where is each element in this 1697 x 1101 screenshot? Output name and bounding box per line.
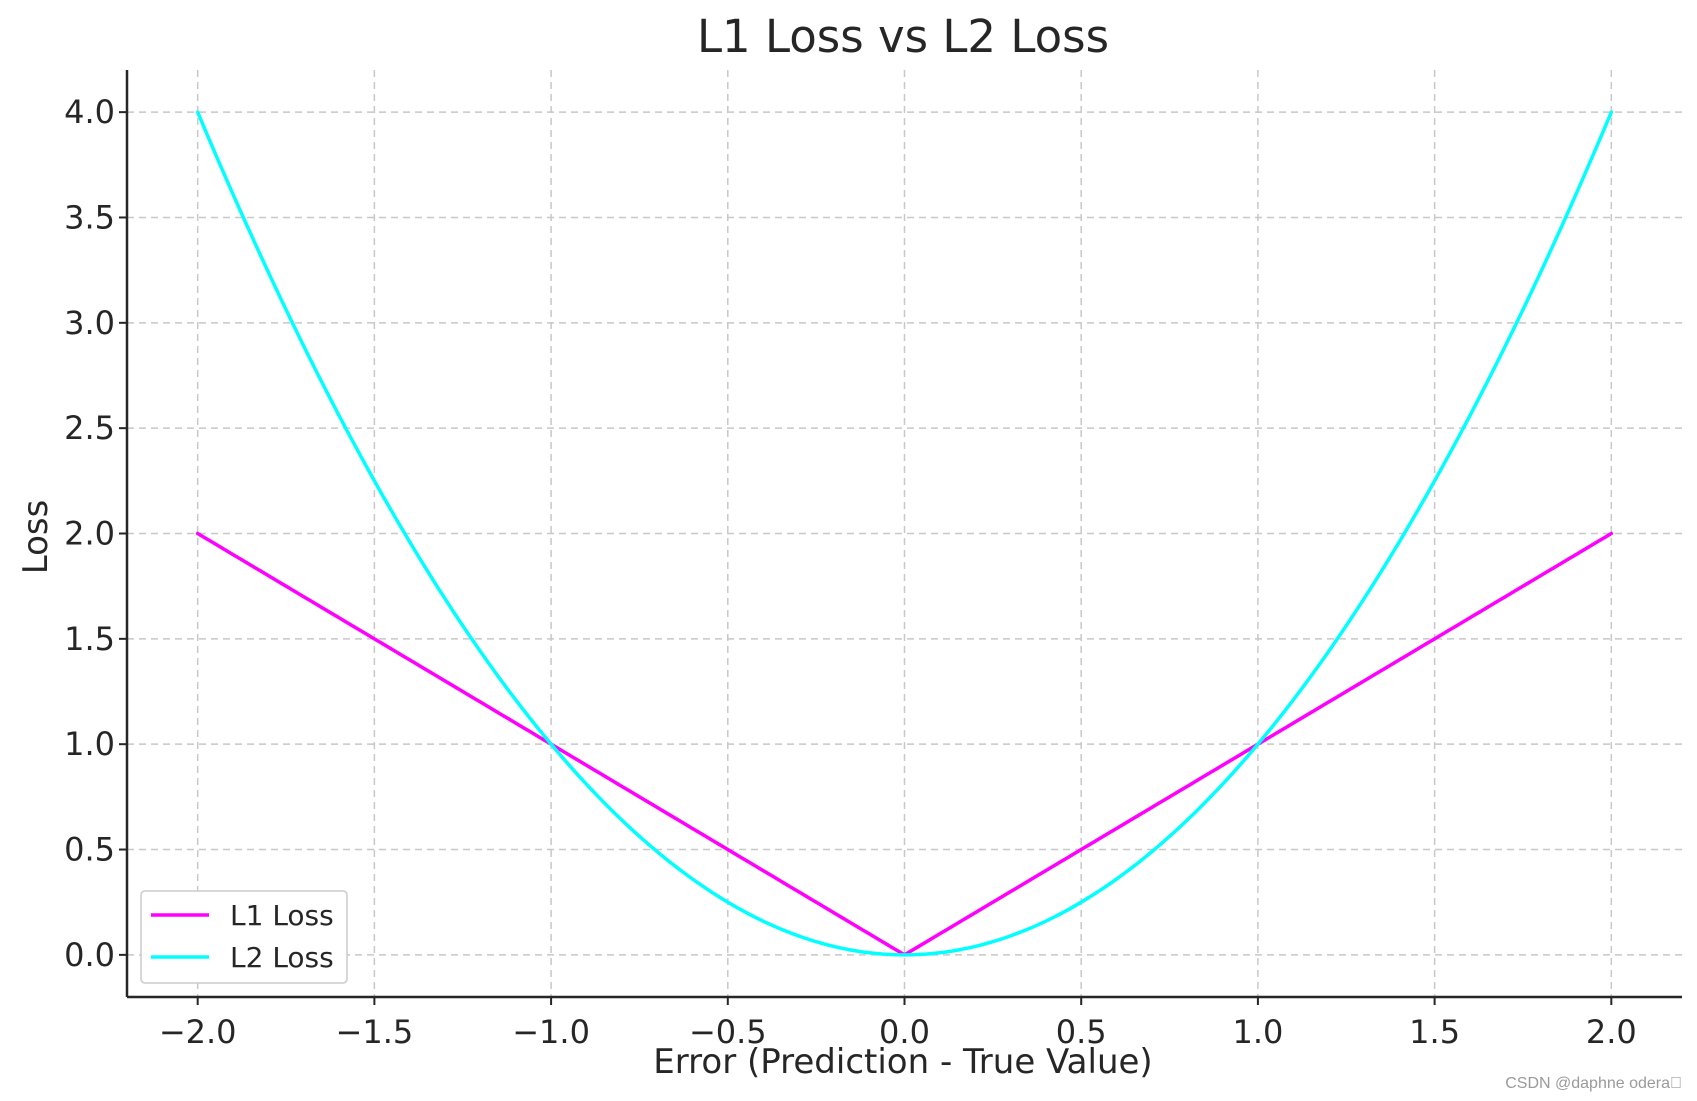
y-tick-label: 4.0	[64, 93, 115, 131]
chart-title: L1 Loss vs L2 Loss	[697, 10, 1109, 63]
y-tick-label: 1.5	[64, 620, 115, 658]
y-tick-label: 3.0	[64, 304, 115, 342]
axes	[119, 70, 1682, 1005]
watermark: CSDN @daphne odera 	[1505, 1075, 1682, 1092]
y-tick-label: 0.5	[64, 831, 115, 869]
x-tick-label: 1.5	[1409, 1013, 1460, 1051]
x-tick-label: −0.5	[689, 1013, 767, 1051]
tick-labels: −2.0 −1.5 −1.0 −0.5 0.0 0.5 1.0 1.5 2.0 0.0 0.5 1.0…	[64, 93, 1637, 1051]
x-tick-label: 2.0	[1586, 1013, 1637, 1051]
x-tick-label: −1.5	[336, 1013, 414, 1051]
l2-loss-line	[195, 110, 1614, 957]
plot-series	[195, 110, 1614, 957]
y-tick-label: 0.0	[64, 936, 115, 974]
x-tick-label: 0.5	[1056, 1013, 1107, 1051]
y-tick-label: 2.5	[64, 409, 115, 447]
x-tick-label: −2.0	[159, 1013, 237, 1051]
x-tick-label: −1.0	[512, 1013, 590, 1051]
x-axis-label: Error (Prediction - True Value)	[653, 1042, 1152, 1082]
legend-label-l2-loss: L2 Loss	[230, 941, 334, 974]
y-tick-label: 2.0	[64, 515, 115, 553]
legend: L1 Loss L2 Loss	[140, 890, 348, 984]
legend-label-l1-loss: L1 Loss	[230, 899, 334, 932]
y-tick-label: 1.0	[64, 725, 115, 763]
x-tick-label: 0.0	[879, 1013, 930, 1051]
x-tick-label: 1.0	[1232, 1013, 1283, 1051]
y-axis-label: Loss	[16, 500, 56, 575]
y-tick-label: 3.5	[64, 198, 115, 236]
grid	[127, 70, 1682, 997]
